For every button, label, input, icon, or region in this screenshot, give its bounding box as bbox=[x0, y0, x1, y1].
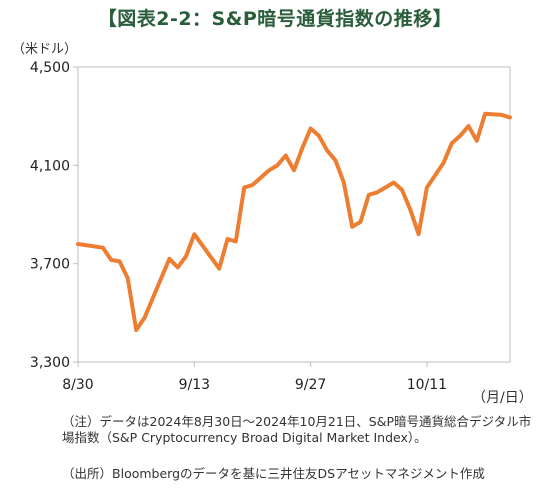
footnote-text: データは2024年8月30日～2024年10月21日、S&P暗号通貨総合デジタル… bbox=[62, 414, 532, 445]
x-tick-label: 8/30 bbox=[62, 377, 93, 393]
source-text: Bloombergのデータを基に三井住友DSアセットマネジメント作成 bbox=[112, 466, 485, 481]
x-axis-unit-label: （月/日） bbox=[472, 390, 533, 406]
y-tick-label: 4,500 bbox=[30, 60, 70, 76]
x-tick-label: 10/11 bbox=[407, 377, 447, 393]
x-tick-label: 9/13 bbox=[179, 377, 210, 393]
y-tick-label: 3,700 bbox=[30, 257, 70, 273]
y-tick-label: 4,100 bbox=[30, 158, 70, 174]
x-tick-label: 9/27 bbox=[295, 377, 326, 393]
chart-title: 【図表2-2：S&P暗号通貨指数の推移】 bbox=[97, 8, 453, 30]
x-axis-ticks: 8/30 9/13 9/27 10/11 bbox=[62, 362, 447, 393]
footnote-label: （注） bbox=[62, 414, 100, 429]
series-line bbox=[76, 111, 512, 332]
chart-axes bbox=[77, 66, 511, 363]
plot-frame bbox=[77, 66, 511, 363]
source-note: （出所）Bloombergのデータを基に三井住友DSアセットマネジメント作成 bbox=[62, 466, 532, 482]
y-axis-unit-label: （米ドル） bbox=[12, 42, 78, 57]
y-tick-label: 3,300 bbox=[30, 355, 70, 371]
source-label: （出所） bbox=[62, 466, 113, 481]
y-axis-ticks: 3,300 3,700 4,100 4,500 bbox=[30, 60, 78, 371]
chart-series bbox=[76, 111, 512, 332]
footnote: （注）データは2024年8月30日～2024年10月21日、S&P暗号通貨総合デ… bbox=[62, 414, 532, 446]
